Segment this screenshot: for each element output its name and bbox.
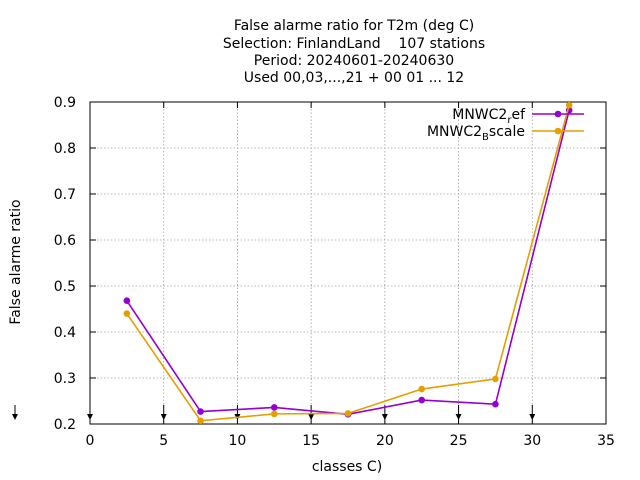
series-point-2: [492, 375, 499, 383]
x-tick-label: 30: [523, 433, 541, 449]
x-tick-label: 35: [597, 433, 615, 449]
series-point-2: [123, 310, 131, 317]
series-point-1: [270, 404, 278, 411]
series-point-1: [418, 396, 426, 404]
series-point-2: [270, 410, 278, 418]
title-line-2: Selection: FinlandLand 107 stations: [223, 36, 485, 52]
class-marker-head: [529, 414, 536, 420]
title-line-1: False alarme ratio for T2m (deg C): [234, 18, 474, 34]
x-axis-label: classes C): [312, 459, 382, 475]
class-marker-head: [455, 414, 462, 420]
series-point-1: [197, 408, 204, 415]
class-marker-head: [381, 414, 388, 420]
series-point-2: [565, 101, 573, 109]
y-tick-label: 0.9: [54, 95, 76, 111]
y-tick-label: 0.7: [54, 187, 76, 203]
x-tick-label: 5: [159, 433, 168, 449]
ticks: 0 5 10 15 20 25 30 35 0.2 0.3 0.4 0.5 0.6 0.7 0.8 0.9: [54, 95, 615, 449]
series-point-2: [344, 410, 352, 417]
y-tick-label: 0.4: [54, 325, 76, 341]
y-tick-label: 0.2: [54, 417, 76, 433]
x-tick-label: 20: [376, 433, 394, 449]
x-tick-label: 0: [86, 433, 95, 449]
y-tick-label: 0.5: [54, 279, 76, 295]
x-tick-label: 25: [450, 433, 468, 449]
axes: [89, 101, 607, 425]
legend-label-2: MNWC2Bscale: [427, 124, 525, 143]
class-marker-head: [87, 414, 93, 420]
legend-marker-2: [554, 127, 562, 135]
title-line-3: Period: 20240601-20240630: [254, 53, 454, 69]
series-group: [123, 101, 573, 425]
title-line-4: Used 00,03,...,21 + 00 01 ... 12: [244, 70, 464, 86]
y-tick-label: 0.6: [54, 233, 76, 249]
grid: [90, 102, 606, 424]
y-tick-label: 0.8: [54, 141, 76, 157]
class-marker-head: [12, 414, 18, 420]
x-tick-label: 10: [229, 433, 247, 449]
class-marker-head: [160, 414, 167, 420]
series-point-2: [418, 385, 426, 393]
series-point-2: [197, 417, 204, 425]
y-axis-label: False alarme ratio: [8, 199, 24, 324]
y-tick-label: 0.3: [54, 371, 76, 387]
class-marker-head: [308, 414, 315, 420]
series-point-1: [492, 400, 499, 408]
legend-marker-1: [554, 110, 562, 118]
legend-label-1: MNWC2ref: [452, 107, 526, 126]
x-tick-label: 15: [302, 433, 320, 449]
series-line-1: [126, 110, 570, 416]
chart-title: False alarme ratio for T2m (deg C) Selec…: [223, 18, 485, 86]
series-point-1: [123, 297, 131, 305]
plot-frame: [89, 101, 607, 425]
